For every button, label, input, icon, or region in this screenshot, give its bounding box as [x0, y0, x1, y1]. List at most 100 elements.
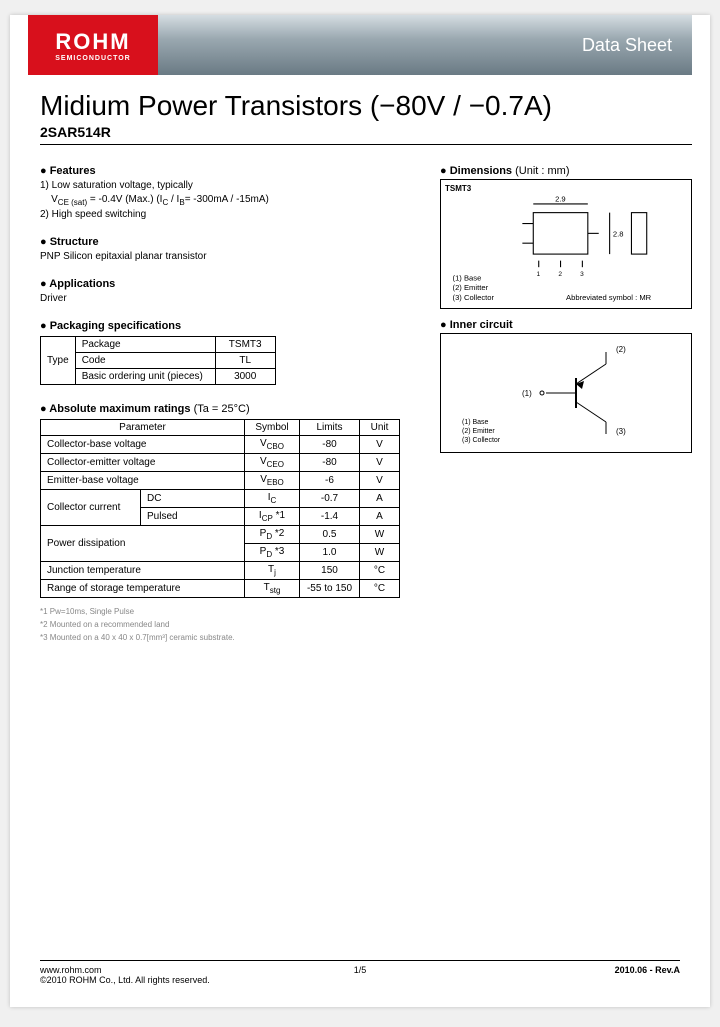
dimensions-unit: (Unit : mm) [515, 165, 569, 177]
table-row: Junction temperature Tj 150 °C [41, 562, 400, 580]
cell: Collector-emitter voltage [41, 454, 245, 472]
table-row: Code TL [41, 353, 276, 369]
logo-sub-text: SEMICONDUCTOR [55, 55, 130, 62]
header-gradient: Data Sheet [158, 15, 692, 75]
cell: -80 [300, 436, 360, 454]
inner-circuit-heading: Inner circuit [440, 319, 692, 331]
cell: 0.5 [300, 526, 360, 544]
logo-main-text: ROHM [55, 29, 130, 55]
rohm-logo: ROHM SEMICONDUCTOR [28, 15, 158, 75]
feature-line: VCE (sat) = -0.4V (Max.) (IC / IB= -300m… [40, 193, 410, 208]
cell: Package [75, 337, 215, 353]
inner-circuit-box: (2) (1) (3) (1) Base (2) Emitter (3) Col… [440, 333, 692, 453]
col-unit: Unit [360, 420, 400, 436]
cell: °C [360, 580, 400, 598]
absmax-heading-text: Absolute maximum ratings [49, 403, 190, 415]
cell: W [360, 544, 400, 562]
footnotes: *1 Pw=10ms, Single Pulse *2 Mounted on a… [40, 606, 410, 644]
cell: Collector current [41, 490, 141, 526]
svg-text:Abbreviated symbol : MR: Abbreviated symbol : MR [566, 293, 652, 302]
features-heading: Features [40, 165, 410, 177]
cell: A [360, 490, 400, 508]
absmax-heading: Absolute maximum ratings (Ta = 25°C) [40, 403, 410, 415]
svg-text:(2) Emitter: (2) Emitter [462, 428, 495, 435]
absmax-condition: (Ta = 25°C) [194, 403, 250, 415]
footer-revision: 2010.06 - Rev.A [615, 965, 680, 985]
svg-text:(1) Base: (1) Base [453, 273, 482, 282]
table-row: Emitter-base voltage VEBO -6 V [41, 472, 400, 490]
pnp-transistor-icon: (2) (1) (3) (1) Base (2) Emitter (3) Col… [445, 338, 687, 448]
features-body: 1) Low saturation voltage, typically VCE… [40, 179, 410, 222]
svg-text:(3): (3) [616, 427, 626, 436]
cell: ICP *1 [245, 508, 300, 526]
applications-body: Driver [40, 292, 410, 306]
cell: °C [360, 562, 400, 580]
footer-copyright: ©2010 ROHM Co., Ltd. All rights reserved… [40, 975, 210, 985]
svg-text:1: 1 [537, 271, 541, 278]
cell: A [360, 508, 400, 526]
cell: Tj [245, 562, 300, 580]
cell: VEBO [245, 472, 300, 490]
right-column: Dimensions (Unit : mm) TSMT3 2.9 2.8 (1)… [440, 157, 692, 645]
cell: TL [215, 353, 275, 369]
cell: TSMT3 [215, 337, 275, 353]
cell: VCBO [245, 436, 300, 454]
structure-body: PNP Silicon epitaxial planar transistor [40, 250, 410, 264]
datasheet-page: ROHM SEMICONDUCTOR Data Sheet Midium Pow… [10, 15, 710, 1007]
cell: W [360, 526, 400, 544]
cell: Power dissipation [41, 526, 245, 562]
table-row: Collector-base voltage VCBO -80 V [41, 436, 400, 454]
absmax-table: Parameter Symbol Limits Unit Collector-b… [40, 419, 400, 598]
footer-left: www.rohm.com ©2010 ROHM Co., Ltd. All ri… [40, 965, 210, 985]
table-row: Power dissipation PD *2 0.5 W [41, 526, 400, 544]
table-row: Type Package TSMT3 [41, 337, 276, 353]
footnote: *3 Mounted on a 40 x 40 x 0.7[mm³] ceram… [40, 632, 410, 645]
cell: 1.0 [300, 544, 360, 562]
structure-heading: Structure [40, 236, 410, 248]
dimensions-heading: Dimensions (Unit : mm) [440, 165, 692, 177]
svg-text:2.9: 2.9 [555, 195, 566, 204]
packaging-heading: Packaging specifications [40, 320, 410, 332]
cell: V [360, 472, 400, 490]
dimensions-box: TSMT3 2.9 2.8 (1) Base (2) Emitter (3) C… [440, 179, 692, 309]
cell: 150 [300, 562, 360, 580]
svg-text:(3) Collector: (3) Collector [453, 293, 495, 302]
col-symbol: Symbol [245, 420, 300, 436]
cell: Tstg [245, 580, 300, 598]
svg-text:3: 3 [580, 271, 584, 278]
table-row: Collector-emitter voltage VCEO -80 V [41, 454, 400, 472]
cell: -80 [300, 454, 360, 472]
footer-page-number: 1/5 [354, 965, 367, 975]
cell: -55 to 150 [300, 580, 360, 598]
table-row: Basic ordering unit (pieces) 3000 [41, 369, 276, 385]
packaging-type-label: Type [41, 337, 76, 385]
svg-text:(1): (1) [522, 389, 532, 398]
content-area: Features 1) Low saturation voltage, typi… [10, 149, 710, 645]
svg-text:(2) Emitter: (2) Emitter [453, 283, 489, 292]
cell: Pulsed [141, 508, 245, 526]
svg-text:2.8: 2.8 [613, 230, 624, 239]
package-name: TSMT3 [445, 184, 687, 193]
feature-line: 1) Low saturation voltage, typically [40, 179, 410, 193]
cell: -1.4 [300, 508, 360, 526]
cell: Range of storage temperature [41, 580, 245, 598]
datasheet-label: Data Sheet [582, 35, 672, 56]
packaging-table: Type Package TSMT3 Code TL Basic orderin… [40, 336, 276, 385]
cell: V [360, 454, 400, 472]
page-footer: www.rohm.com ©2010 ROHM Co., Ltd. All ri… [40, 960, 680, 985]
cell: Emitter-base voltage [41, 472, 245, 490]
cell: DC [141, 490, 245, 508]
svg-text:(2): (2) [616, 345, 626, 354]
header-bar: ROHM SEMICONDUCTOR Data Sheet [28, 15, 692, 75]
package-drawing-icon: 2.9 2.8 (1) Base (2) Emitter (3) Collect… [445, 193, 687, 313]
table-row: Collector current DC IC -0.7 A [41, 490, 400, 508]
cell: -6 [300, 472, 360, 490]
cell: 3000 [215, 369, 275, 385]
part-number: 2SAR514R [40, 124, 692, 145]
feature-line: 2) High speed switching [40, 208, 410, 222]
svg-text:(3) Collector: (3) Collector [462, 437, 501, 444]
cell: Code [75, 353, 215, 369]
footer-url: www.rohm.com [40, 965, 210, 975]
cell: -0.7 [300, 490, 360, 508]
col-parameter: Parameter [41, 420, 245, 436]
